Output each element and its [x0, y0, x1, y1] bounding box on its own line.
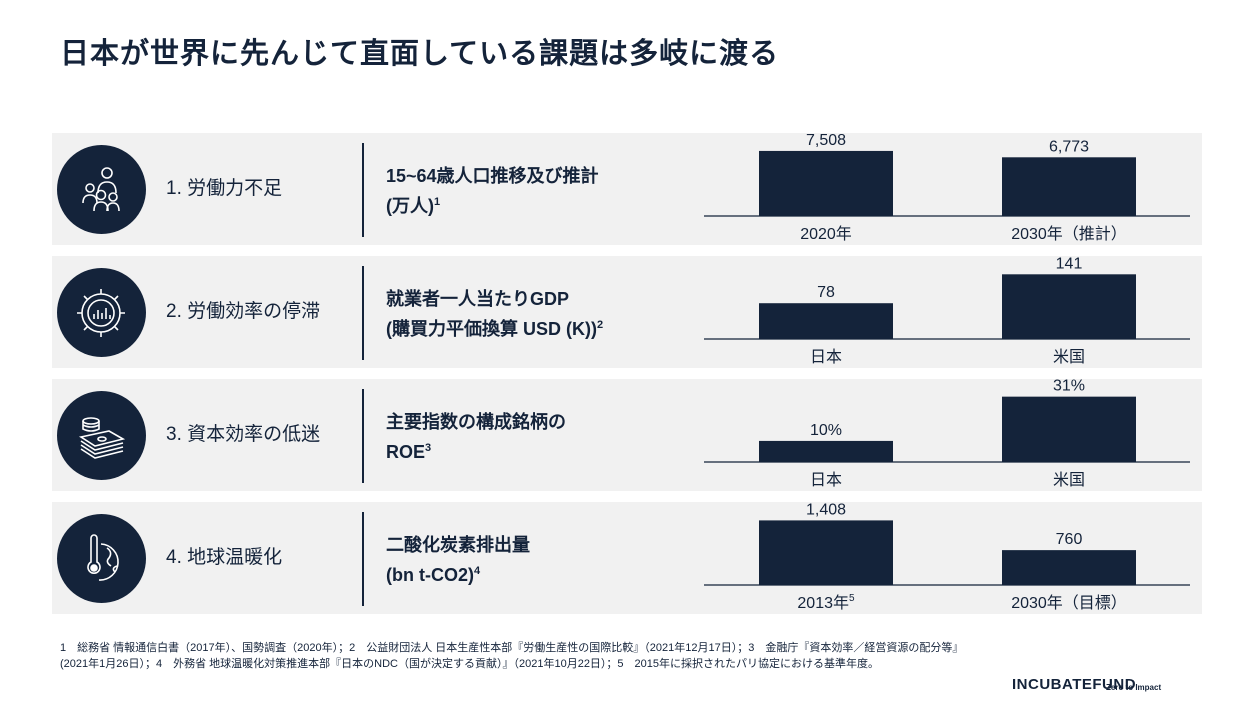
- metric-description: 就業者一人当たりGDP (購買力平価換算 USD (K))2: [386, 289, 604, 339]
- divider: [362, 512, 364, 606]
- bar-chart-3: 10% 日本 31% 米国: [704, 378, 1194, 491]
- issue-row-4: 4. 地球温暖化 二酸化炭素排出量 (bn t-CO2)4 1,408 2013年…: [52, 501, 1202, 614]
- data-label: 760: [1056, 531, 1083, 548]
- people-group-icon: [57, 145, 146, 234]
- data-label: 10%: [810, 422, 842, 439]
- issue-row-2: 2. 労働効率の停滞 就業者一人当たりGDP (購買力平価換算 USD (K))…: [52, 255, 1202, 368]
- thermometer-globe-icon: [57, 514, 146, 603]
- bar-chart-4: 1,408 2013年5 760 2030年（目標）: [704, 501, 1194, 614]
- bar: [1002, 157, 1136, 216]
- bar: [1002, 396, 1136, 462]
- category-label: 日本: [810, 471, 842, 489]
- issue-label: 1. 労働力不足: [166, 178, 283, 199]
- footnote-line-1: 1 総務省 情報通信白書（2017年）、国勢調査（2020年）；2 公益財団法人…: [60, 642, 964, 654]
- bar: [759, 303, 893, 339]
- bar: [759, 440, 893, 462]
- data-label: 7,508: [806, 132, 846, 149]
- divider: [362, 143, 364, 237]
- metric-description: 主要指数の構成銘柄の ROE3: [386, 412, 566, 462]
- metric-description: 15~64歳人口推移及び推計 (万人)1: [386, 166, 599, 216]
- data-label: 78: [817, 284, 835, 301]
- issue-label: 3. 資本効率の低迷: [166, 424, 321, 445]
- bar-chart-1: 7,508 2020年 6,773 2030年（推計）: [704, 132, 1194, 245]
- data-label: 1,408: [806, 501, 846, 518]
- issue-label: 2. 労働効率の停滞: [166, 301, 321, 322]
- money-stack-icon: [57, 391, 146, 480]
- data-label: 141: [1056, 255, 1083, 272]
- issue-row-3: 3. 資本効率の低迷 主要指数の構成銘柄の ROE3 10% 日本 31% 米国: [52, 378, 1202, 491]
- footnote-line-2: (2021年1月26日）；4 外務省 地球温暖化対策推進本部『日本のNDC（国が…: [60, 658, 880, 670]
- brand-logo: INCUBATEFUND: [1012, 676, 1137, 693]
- bar: [1002, 274, 1136, 339]
- category-label: 日本: [810, 348, 842, 366]
- bar: [759, 520, 893, 585]
- divider: [362, 389, 364, 483]
- gear-chart-icon: [57, 268, 146, 357]
- category-label: 2030年（目標）: [1011, 594, 1127, 612]
- footnotes: 1 総務省 情報通信白書（2017年）、国勢調査（2020年）；2 公益財団法人…: [60, 640, 1210, 672]
- category-footnote-mark: 5: [849, 593, 855, 604]
- category-label: 米国: [1053, 348, 1085, 366]
- page-title: 日本が世界に先んじて直面している課題は多岐に渡る: [60, 38, 780, 70]
- issue-row-1: 1. 労働力不足 15~64歳人口推移及び推計 (万人)1 7,508 2020年…: [52, 132, 1202, 245]
- bar: [1002, 550, 1136, 585]
- metric-description: 二酸化炭素排出量 (bn t-CO2)4: [386, 535, 530, 585]
- category-label: 米国: [1053, 471, 1085, 489]
- brand-tagline: Zero to Impact: [1106, 683, 1162, 692]
- category-label: 2013年5: [797, 593, 855, 612]
- divider: [362, 266, 364, 360]
- category-label: 2030年（推計）: [1011, 225, 1127, 243]
- bar: [759, 150, 893, 216]
- issue-label: 4. 地球温暖化: [166, 547, 283, 568]
- category-label: 2020年: [800, 225, 852, 243]
- bar-chart-2: 78 日本 141 米国: [704, 255, 1194, 368]
- data-label: 6,773: [1049, 138, 1089, 155]
- data-label: 31%: [1053, 378, 1085, 395]
